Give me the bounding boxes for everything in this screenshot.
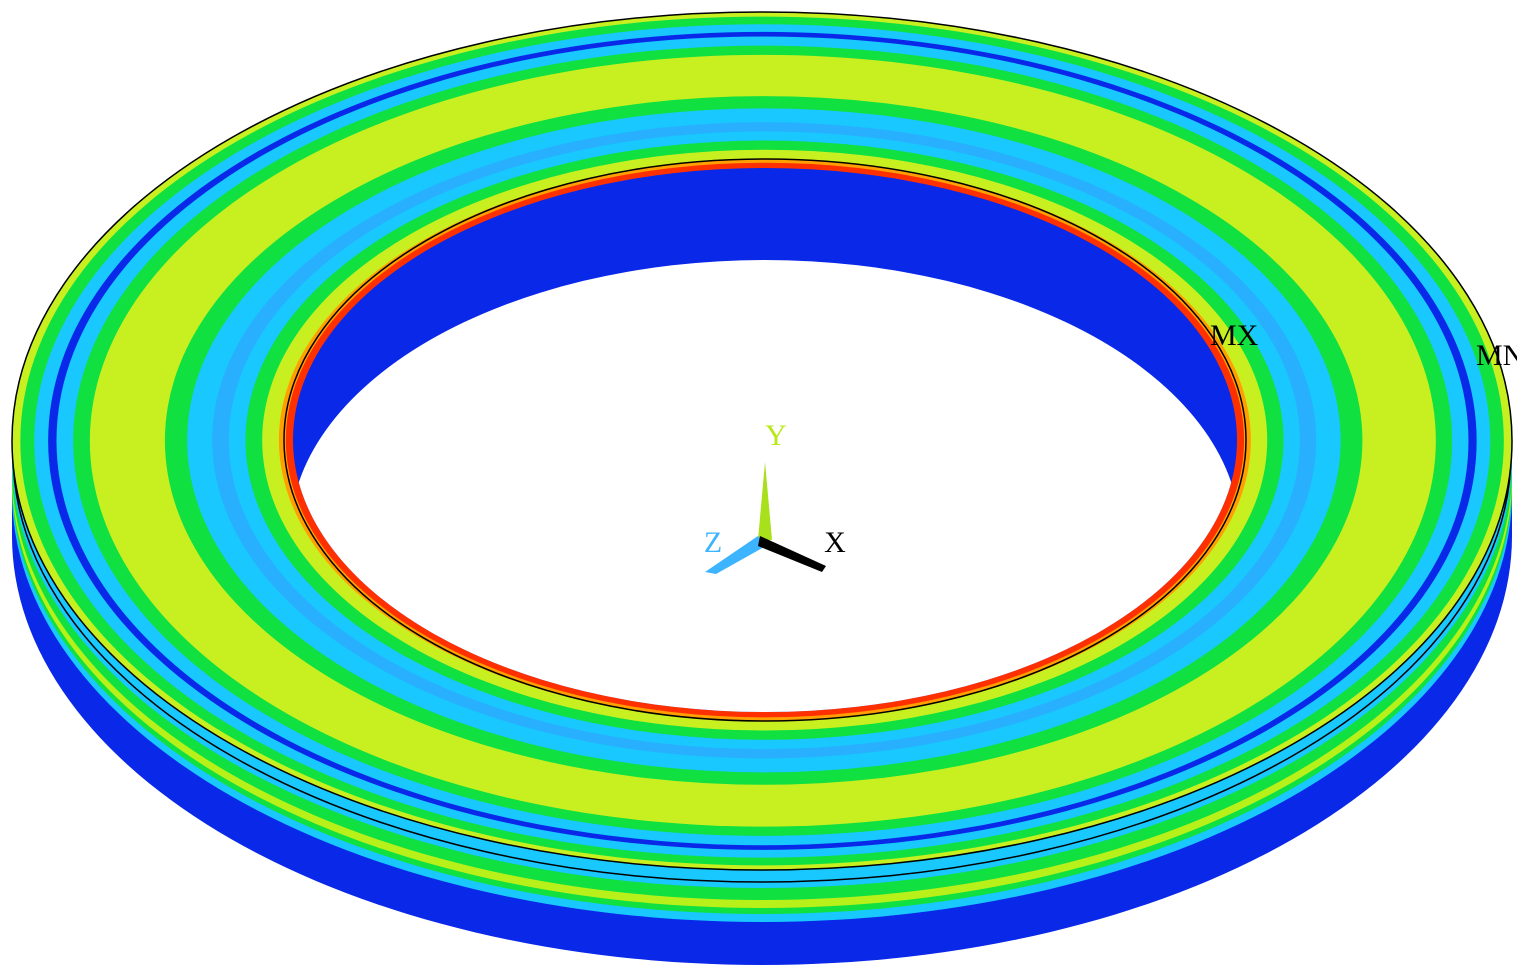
contour-plot: Y Z X MX MN [0,0,1517,967]
ring [12,12,1512,965]
axis-x-label: X [824,526,846,559]
max-label: MX [1210,319,1259,352]
page: Y Z X MX MN (() => { const data = JSON.p… [0,0,1517,967]
axis-y-label: Y [765,419,787,452]
min-label: MN [1476,339,1517,372]
axis-z-label: Z [704,526,722,559]
